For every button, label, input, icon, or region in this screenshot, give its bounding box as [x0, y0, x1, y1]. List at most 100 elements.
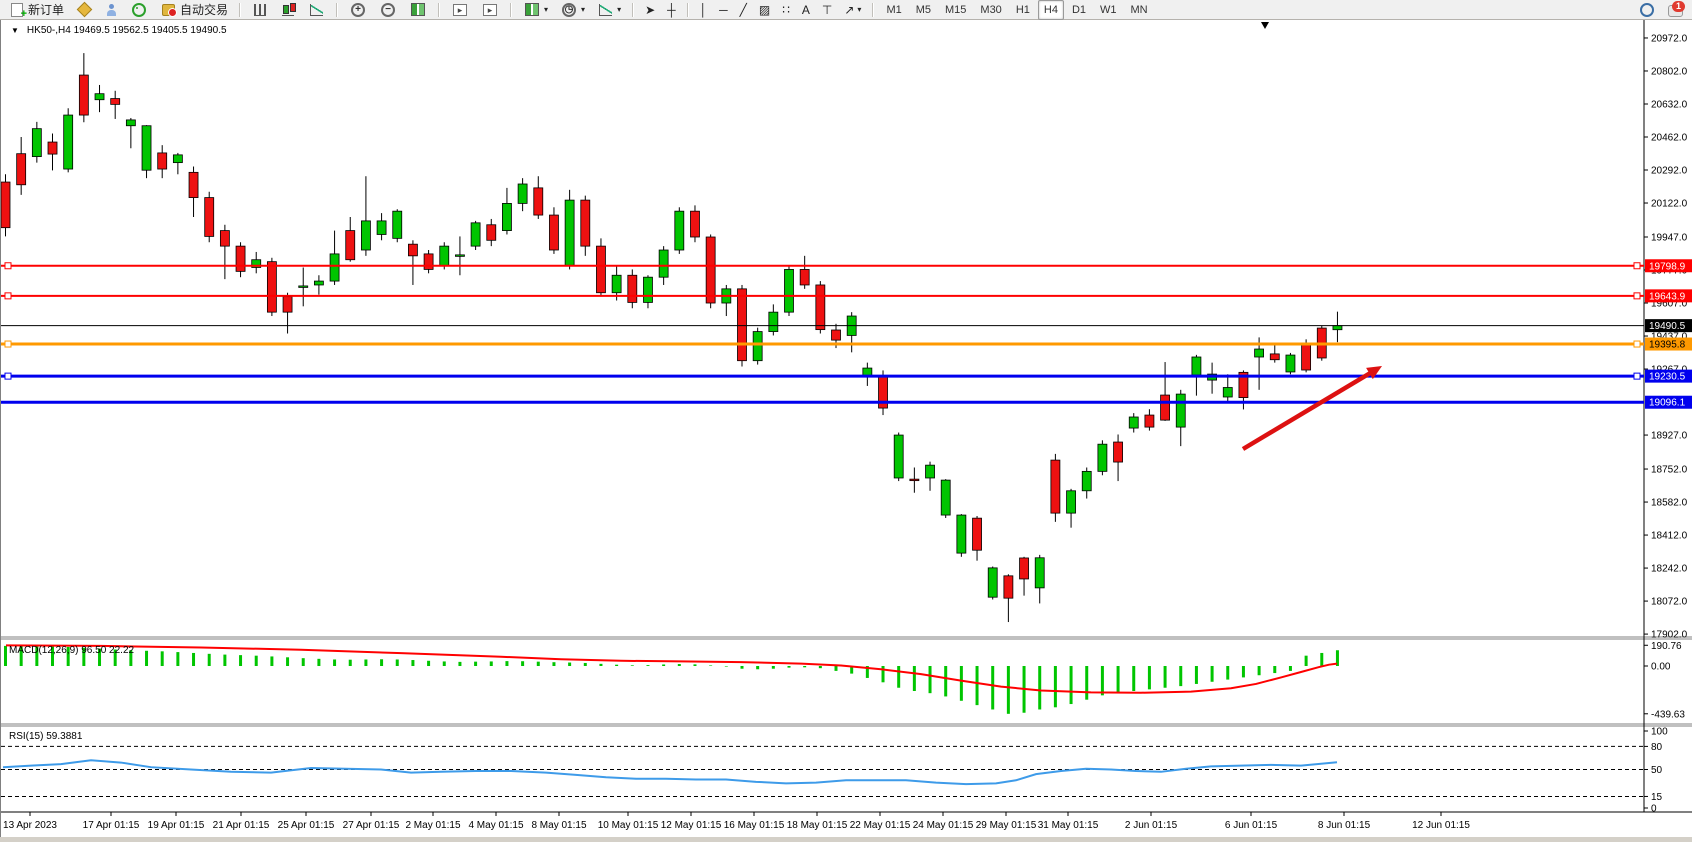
- arrows-icon[interactable]: ↗ ▾: [839, 0, 866, 20]
- candle-body: [298, 285, 309, 288]
- line-handle[interactable]: [1633, 340, 1641, 348]
- candle-body: [502, 203, 512, 231]
- timeframe-mn-button[interactable]: MN: [1130, 3, 1148, 16]
- fibonacci-icon[interactable]: ∷: [777, 0, 795, 20]
- timeframe-m1-button[interactable]: M1: [886, 3, 902, 16]
- tile-windows-icon[interactable]: [404, 0, 432, 20]
- timeframe-h1-button[interactable]: H1: [1015, 3, 1030, 16]
- chart-title-bar: ▼ HK50-,H4 19469.5 19562.5 19405.5 19490…: [11, 25, 227, 36]
- candle-body: [987, 567, 998, 598]
- line-handle[interactable]: [1633, 372, 1641, 380]
- price-level-label-text: 19395.8: [1649, 340, 1686, 351]
- chart-canvas[interactable]: 20972.0 20802.0 20632.0 20462.0 20292.0 20122…: [0, 20, 1692, 837]
- time-tick-label: 6 Jun 01:15: [1225, 820, 1278, 831]
- price-level-label: [1645, 395, 1692, 409]
- price-level-label-text: 19096.1: [1649, 398, 1686, 409]
- chart-shift-marker-icon[interactable]: [1261, 22, 1269, 29]
- candle-body: [909, 478, 920, 482]
- candle-body: [63, 114, 74, 170]
- channel-icon[interactable]: ▨: [754, 0, 775, 20]
- one-click-trading-toggle-icon[interactable]: ▼: [11, 26, 19, 35]
- timeframe-m30-button[interactable]: M30: [980, 3, 1002, 16]
- price-level-label: [1645, 369, 1692, 383]
- line-handle[interactable]: [4, 262, 12, 270]
- candle-body: [251, 259, 262, 268]
- zoom-in-icon[interactable]: +: [344, 0, 372, 20]
- candle-body: [313, 280, 324, 286]
- vertical-line-icon[interactable]: │: [695, 0, 713, 20]
- timeframe-h4-button[interactable]: H4: [1037, 0, 1064, 20]
- community-icon[interactable]: [100, 0, 123, 20]
- price-tick-label: 20122.0: [1651, 199, 1688, 210]
- chat-icon[interactable]: 1: [1663, 0, 1688, 20]
- line-handle[interactable]: [1633, 292, 1641, 300]
- text-icon[interactable]: A: [797, 0, 815, 20]
- candle-body: [596, 245, 606, 294]
- trendline-icon[interactable]: ╱: [735, 0, 752, 20]
- bar-chart-mode-icon[interactable]: [247, 0, 273, 20]
- candle-body: [329, 253, 340, 282]
- autotrading-button[interactable]: 自动交易: [155, 0, 233, 20]
- price-tick-label: 18072.0: [1651, 597, 1688, 608]
- horizontal-line-icon[interactable]: ─: [714, 0, 733, 20]
- rsi-line: [2, 759, 1338, 786]
- line-handle[interactable]: [1633, 262, 1641, 270]
- price-tick-label: 18752.0: [1651, 465, 1688, 476]
- chart-window[interactable]: 20972.0 20802.0 20632.0 20462.0 20292.0 20122…: [0, 20, 1692, 837]
- crosshair-icon[interactable]: ┼: [662, 0, 681, 20]
- toolbar-separator: [336, 2, 339, 17]
- candle-body: [1003, 575, 1014, 599]
- line-handle[interactable]: [4, 292, 12, 300]
- line-handle[interactable]: [4, 372, 12, 380]
- price-tick-label: 18582.0: [1651, 498, 1688, 509]
- macd-indicator-label: MACD(12,26,9) 96.50 22.22: [9, 645, 135, 656]
- candle-body: [157, 152, 168, 170]
- candle-body: [204, 197, 215, 237]
- signal-icon[interactable]: [125, 0, 153, 20]
- macd-signal-line: [5, 644, 1338, 694]
- toolbar: 新订单自动交易+−▸▸▾◷▾▾➤┼│─╱▨∷A⊤↗▾M1M5M15M30H1H4…: [0, 0, 1692, 20]
- dropdown-arrow-icon[interactable]: ▾: [581, 5, 586, 14]
- time-tick-label: 17 Apr 01:15: [83, 820, 140, 831]
- timeframe-d1-button[interactable]: D1: [1071, 3, 1086, 16]
- zoom-out-icon[interactable]: −: [374, 0, 402, 20]
- indicators-icon: [599, 3, 613, 16]
- candle-body: [799, 269, 810, 286]
- price-tick-label: 20802.0: [1651, 66, 1688, 77]
- dropdown-arrow-icon[interactable]: ▾: [857, 5, 862, 14]
- new-chart-icon[interactable]: ▾: [518, 0, 553, 20]
- candle-chart-mode-icon[interactable]: [275, 0, 301, 20]
- candle-body: [956, 514, 967, 554]
- candle-body: [470, 222, 481, 247]
- chart-shift-icon[interactable]: ▸: [476, 0, 504, 20]
- depth-of-market-icon[interactable]: [71, 0, 98, 20]
- timeframe-m15-button[interactable]: M15: [945, 3, 967, 16]
- indicators-icon[interactable]: ▾: [592, 0, 626, 20]
- time-tick-label: 10 May 01:15: [598, 820, 659, 831]
- candle-body: [439, 245, 450, 266]
- trend-arrow-annotation[interactable]: [1241, 369, 1375, 451]
- periods-icon[interactable]: ◷ ▾: [555, 0, 590, 20]
- candle-body: [376, 220, 387, 235]
- auto-scroll-icon[interactable]: ▸: [446, 0, 474, 20]
- line-handle[interactable]: [4, 340, 12, 348]
- text-label-icon[interactable]: ⊤: [817, 0, 837, 20]
- cursor-icon[interactable]: ➤: [640, 0, 660, 20]
- timeframe-m5-button[interactable]: M5: [915, 3, 931, 16]
- dropdown-arrow-icon[interactable]: ▾: [544, 5, 549, 14]
- search-icon[interactable]: [1633, 0, 1661, 20]
- timeframe-w1-button[interactable]: W1: [1100, 3, 1117, 16]
- channel-icon: ▨: [758, 2, 771, 17]
- price-level-label: [1645, 319, 1692, 333]
- line-chart-mode-icon[interactable]: [303, 0, 330, 20]
- candle-body: [219, 230, 230, 247]
- time-tick-label: 25 Apr 01:15: [278, 820, 335, 831]
- candle-body: [893, 434, 904, 479]
- line-chart-mode-icon: [310, 3, 324, 16]
- dropdown-arrow-icon[interactable]: ▾: [617, 5, 622, 14]
- candle-body: [517, 183, 528, 204]
- notification-badge: 1: [1671, 0, 1685, 12]
- auto-scroll-icon: ▸: [453, 3, 468, 16]
- new-order-button[interactable]: 新订单: [4, 0, 69, 20]
- candle-body: [658, 249, 669, 278]
